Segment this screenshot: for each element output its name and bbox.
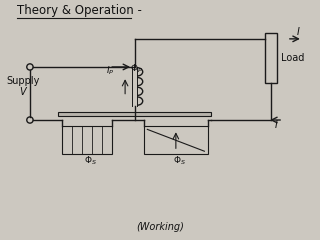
Bar (144, 126, 208, 154)
Text: $\Phi_P$: $\Phi_P$ (130, 63, 143, 75)
Bar (59, 112, 211, 116)
Text: $I$: $I$ (296, 25, 301, 37)
Text: Supply: Supply (6, 76, 40, 86)
Text: $I_P$: $I_P$ (106, 65, 115, 77)
Text: (Working): (Working) (136, 222, 184, 232)
Text: V: V (19, 87, 26, 97)
Bar (62, 126, 112, 154)
Bar (265, 33, 277, 83)
Text: $I$: $I$ (274, 118, 278, 130)
Text: $\Phi_S$: $\Phi_S$ (173, 154, 186, 167)
Text: Load: Load (281, 53, 305, 63)
Text: Theory & Operation -: Theory & Operation - (17, 4, 142, 17)
Text: $\Phi_S$: $\Phi_S$ (84, 154, 97, 167)
